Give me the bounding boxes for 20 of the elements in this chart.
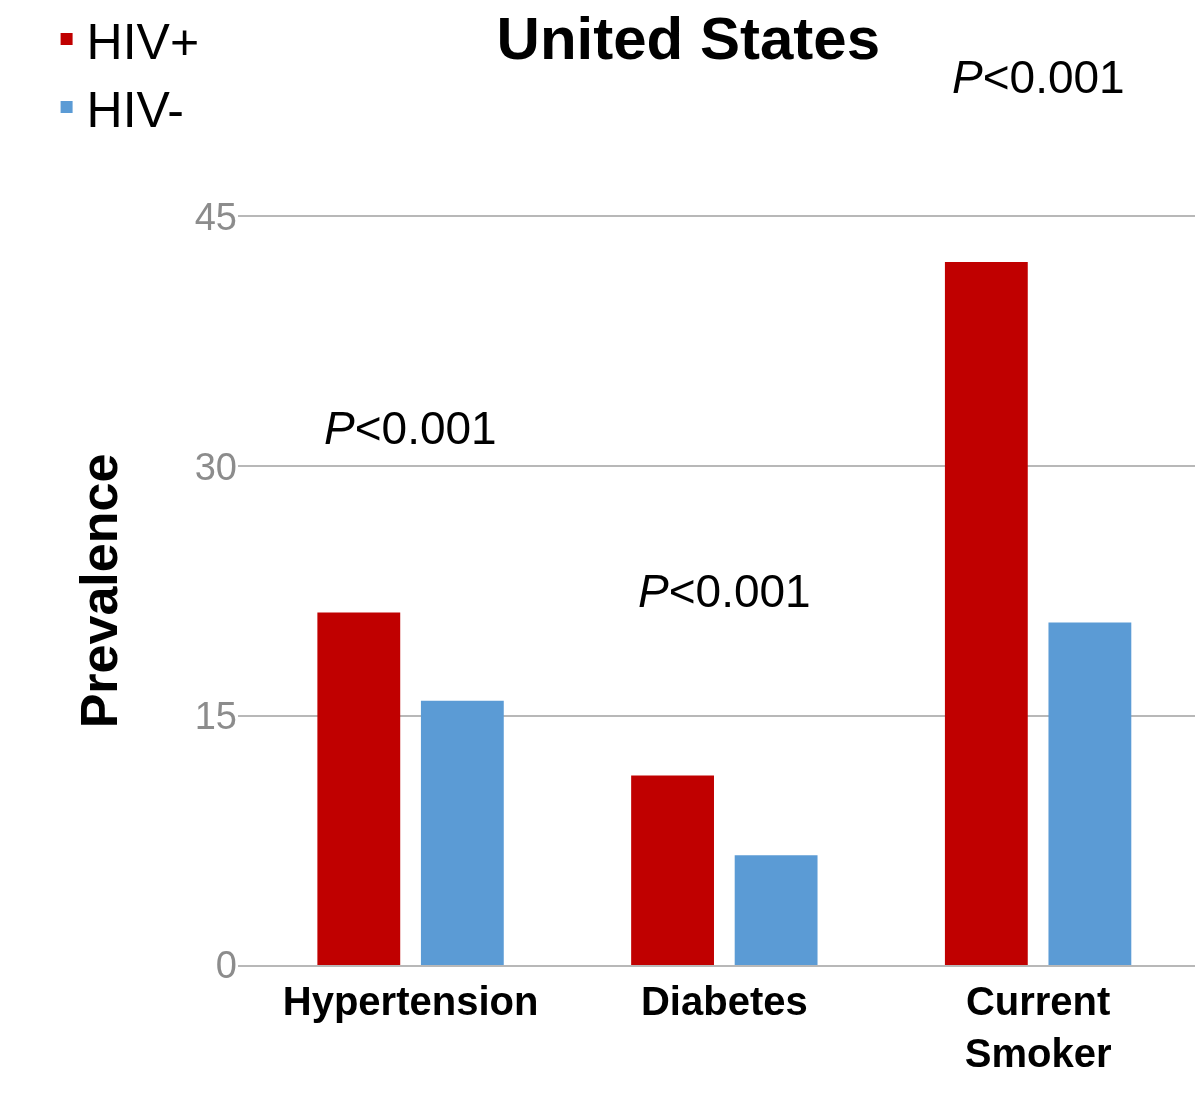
- bar: [420, 700, 504, 965]
- bar: [734, 855, 818, 965]
- bar: [944, 261, 1028, 965]
- legend-label: HIV-: [86, 81, 184, 138]
- annotation: P<0.001: [638, 565, 811, 617]
- y-axis-title: Prevalence: [70, 453, 129, 729]
- bar: [631, 775, 714, 965]
- annotation: P<0.001: [324, 402, 497, 454]
- y-tick-label: 30: [194, 445, 237, 488]
- x-tick-label: Hypertension: [282, 979, 539, 1023]
- legend-label: HIV+: [86, 13, 200, 70]
- y-tick-label: 0: [215, 944, 237, 987]
- y-tick-label: 45: [194, 196, 237, 239]
- chart-title: United States: [496, 4, 881, 72]
- bar: [1048, 622, 1132, 965]
- text: P<0.001: [952, 51, 1125, 103]
- x-tick-label: Diabetes: [640, 979, 808, 1023]
- bar: [317, 612, 401, 965]
- y-tick-label: 15: [194, 694, 237, 737]
- x-tick-label: Current Smoker: [964, 979, 1112, 1075]
